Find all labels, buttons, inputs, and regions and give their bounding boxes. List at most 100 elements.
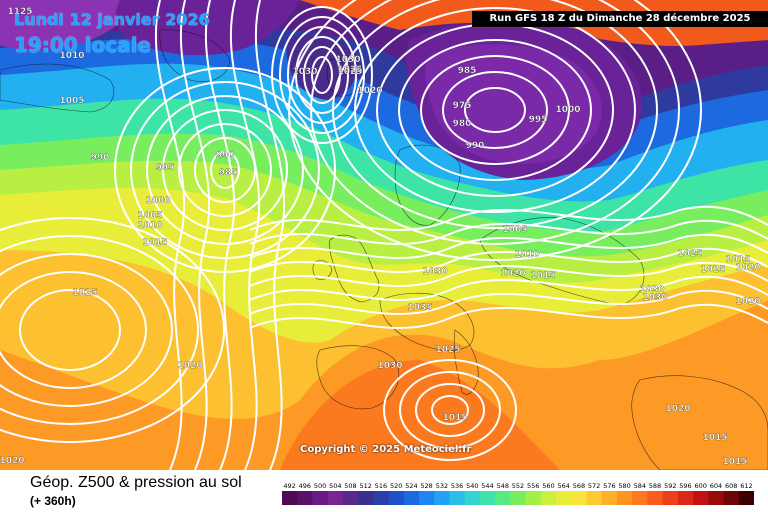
isobar (0, 271, 148, 389)
legend-tick-label: 504 (329, 482, 341, 490)
isobar-label: 1015 (442, 413, 467, 423)
legend-tick-label: 512 (359, 482, 371, 490)
legend-swatch (662, 491, 679, 505)
isobar (420, 55, 571, 165)
isobar (287, 26, 358, 124)
coastline (0, 63, 115, 113)
legend-tick-label: 560 (542, 482, 554, 490)
isobar-label: 990 (466, 141, 485, 151)
legend-tick-label: 532 (436, 482, 448, 490)
legend-swatch (677, 491, 694, 505)
isobar-label: 1020 (177, 361, 202, 371)
legend-tick-label: 556 (527, 482, 539, 490)
forecast-date: Lundi 12 janvier 2026 (14, 10, 210, 29)
isobar-label: 1020 (0, 456, 25, 466)
legend-swatch (693, 491, 709, 505)
isobar-lines (0, 0, 768, 470)
copyright-notice: Copyright © 2025 Meteociel.fr (300, 444, 472, 455)
legend-swatch (586, 491, 603, 505)
legend-tick-label: 576 (603, 482, 615, 490)
isobar-label: 1025 (700, 265, 725, 275)
legend-tick-label: 596 (679, 482, 691, 490)
isobar-label: 1015 (702, 433, 727, 443)
isobar (303, 46, 342, 104)
isobar (249, 289, 768, 315)
model-run-banner: Run GFS 18 Z du Dimanche 28 décembre 202… (472, 11, 768, 27)
isobar (162, 109, 289, 231)
legend-swatch (738, 491, 754, 505)
isobar (295, 36, 350, 114)
legend-swatch (571, 491, 587, 505)
legend-swatch (358, 491, 374, 505)
isobar (310, 0, 681, 245)
forecast-time: 19:00 locale (14, 33, 151, 57)
isobar (205, 0, 235, 470)
isobar-label: 1015 (530, 271, 555, 281)
isobar (464, 87, 527, 133)
isobar (415, 383, 486, 437)
isobar (19, 289, 122, 371)
isobar-label: 1015 (722, 457, 747, 467)
isobar (249, 233, 768, 259)
legend-tick-label: 492 (283, 482, 295, 490)
legend-tick-label: 496 (299, 482, 311, 490)
isobar-label: 1000 (555, 105, 580, 115)
isobar-label: 1020 (500, 269, 525, 279)
legend-swatch (723, 491, 740, 505)
isobar (255, 0, 285, 470)
legend-swatch (388, 491, 405, 505)
legend-tick-label: 568 (573, 482, 585, 490)
legend-tick-label: 592 (664, 482, 676, 490)
isobar-label: 1030 (292, 67, 317, 77)
isobar-label: 995 (529, 115, 548, 125)
legend-swatch (464, 491, 481, 505)
legend-swatch (510, 491, 526, 505)
lead-time: (+ 360h) (30, 494, 76, 508)
legend-tick-label: 536 (451, 482, 463, 490)
legend-tick-label: 612 (740, 482, 752, 490)
isobar (442, 71, 549, 149)
isobar (0, 217, 226, 443)
legend-swatch (419, 491, 435, 505)
legend-tick-label: 508 (344, 482, 356, 490)
coastline (479, 217, 645, 306)
coastline (631, 375, 768, 470)
isobar-label: 1005 (59, 96, 84, 106)
isobar-label: 1035 (407, 303, 432, 313)
legend-swatch (282, 491, 298, 505)
isobar-label: 1010 (514, 250, 539, 260)
isobar (249, 275, 768, 301)
isobar (332, 0, 659, 229)
isobar-label: 1000 (145, 196, 170, 206)
isobar (249, 261, 768, 287)
legend-tick-label: 580 (618, 482, 630, 490)
geopotential-bands (0, 0, 768, 470)
legend-swatch (556, 491, 572, 505)
isobar (398, 39, 593, 181)
isobar-label: 1025 (337, 65, 362, 75)
isobar-label: 1010 (59, 51, 84, 61)
isobar-label: 1005 (502, 225, 527, 235)
isobar-label: 1030 (422, 267, 447, 277)
legend-tick-label: 584 (634, 482, 646, 490)
legend-swatch (525, 491, 542, 505)
isobar (155, 0, 185, 470)
geopotential-band (115, 0, 301, 56)
legend-tick-label: 552 (512, 482, 524, 490)
isobar-label: 985 (458, 66, 477, 76)
isobar (0, 235, 200, 425)
isobar (431, 395, 470, 425)
legend-swatch (434, 491, 450, 505)
legend-swatch (312, 491, 329, 505)
isobar-label: 980 (453, 119, 472, 129)
isobar (399, 371, 502, 449)
isobar (279, 16, 366, 134)
isobar (178, 123, 273, 217)
isobar (311, 56, 334, 94)
legend-swatch (403, 491, 420, 505)
isobar-label: 1020 (735, 297, 760, 307)
isobar (249, 303, 768, 329)
legend-tick-label: 540 (466, 482, 478, 490)
field-title: Géop. Z500 & pression au sol (30, 474, 242, 491)
coastline (316, 345, 400, 410)
